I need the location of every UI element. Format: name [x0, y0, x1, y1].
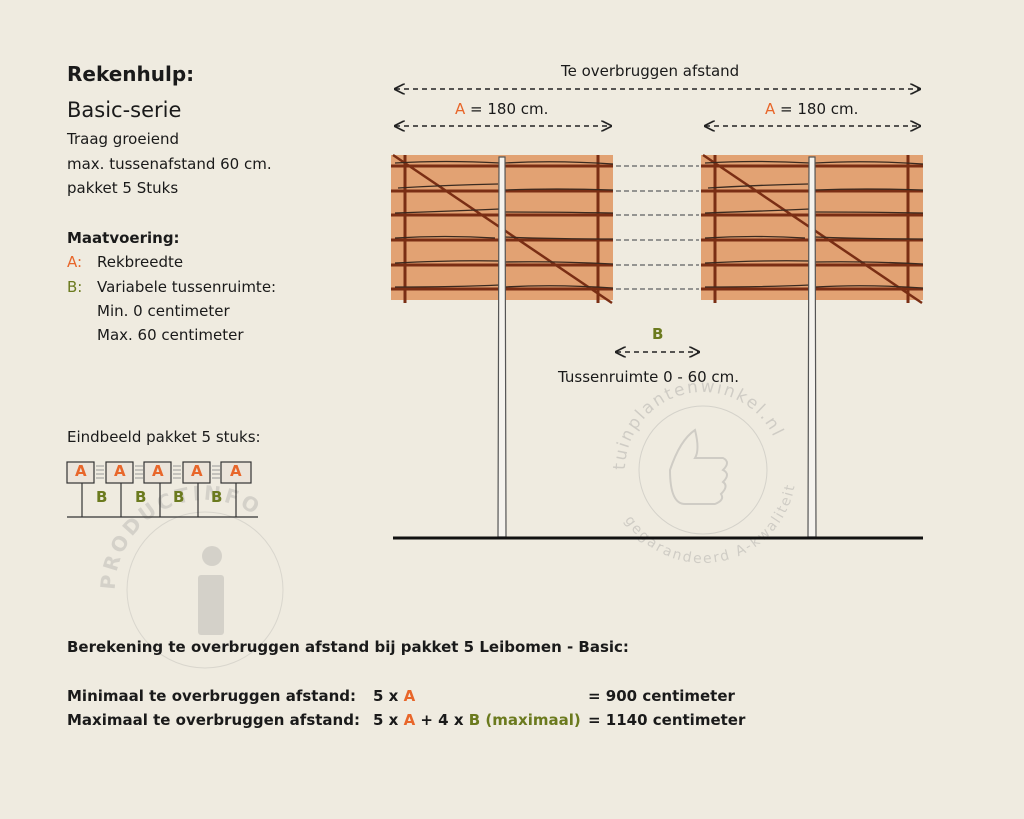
- a-label: Rekbreedte: [97, 253, 184, 271]
- mini-a: A: [191, 462, 203, 480]
- mini-diagram: [66, 461, 258, 518]
- svg-text:tuinplantenwinkel.nl: tuinplantenwinkel.nl: [610, 377, 788, 471]
- info-line: Traag groeiend: [67, 130, 179, 148]
- thumbs-up-icon: [668, 428, 728, 505]
- mini-b: B: [173, 488, 185, 506]
- a-key: A:: [67, 253, 83, 271]
- gap-label: Tussenruimte 0 - 60 cm.: [558, 368, 740, 386]
- b-label: Variabele tussenruimte:: [97, 278, 277, 296]
- mini-a: A: [114, 462, 126, 480]
- tree-trunk-right: [807, 156, 817, 538]
- trellis-panel-right: [701, 153, 924, 538]
- b-max: Max. 60 centimeter: [97, 326, 244, 344]
- min-result: = 900 centimeter: [588, 687, 735, 705]
- info-line: pakket 5 Stuks: [67, 179, 179, 197]
- mini-b: B: [135, 488, 147, 506]
- mini-a: A: [152, 462, 164, 480]
- a-dimension-right: A = 180 cm.: [765, 100, 859, 118]
- end-result-heading: Eindbeeld pakket 5 stuks:: [67, 428, 261, 446]
- calculation-heading: Berekening te overbruggen afstand bij pa…: [67, 638, 629, 656]
- total-distance-label: Te overbruggen afstand: [561, 62, 740, 80]
- max-result: = 1140 centimeter: [588, 711, 746, 729]
- gap-connectors: [616, 165, 699, 290]
- svg-text:gegarandeerd A-kwaliteit: gegarandeerd A-kwaliteit: [621, 482, 799, 567]
- info-line: max. tussenafstand 60 cm.: [67, 155, 272, 173]
- max-label: Maximaal te overbruggen afstand:: [67, 711, 360, 729]
- mini-a: A: [75, 462, 87, 480]
- dimensions-heading: Maatvoering:: [67, 229, 180, 247]
- trellis-panel-left: [391, 153, 614, 538]
- info-icon-stem: [198, 575, 224, 635]
- series-name: Basic-serie: [67, 98, 182, 122]
- min-formula: 5 x A: [373, 687, 416, 705]
- a-dimension-left: A = 180 cm.: [455, 100, 549, 118]
- mini-b: B: [211, 488, 223, 506]
- b-min: Min. 0 centimeter: [97, 302, 230, 320]
- b-key: B:: [67, 278, 83, 296]
- tree-trunk-left: [497, 156, 507, 538]
- mini-b: B: [96, 488, 108, 506]
- mini-a: A: [230, 462, 242, 480]
- page-title: Rekenhulp:: [67, 62, 195, 86]
- max-formula: 5 x A + 4 x B (maximaal): [373, 711, 581, 729]
- b-dimension: B: [652, 325, 664, 343]
- info-icon: [202, 546, 222, 566]
- min-label: Minimaal te overbruggen afstand:: [67, 687, 356, 705]
